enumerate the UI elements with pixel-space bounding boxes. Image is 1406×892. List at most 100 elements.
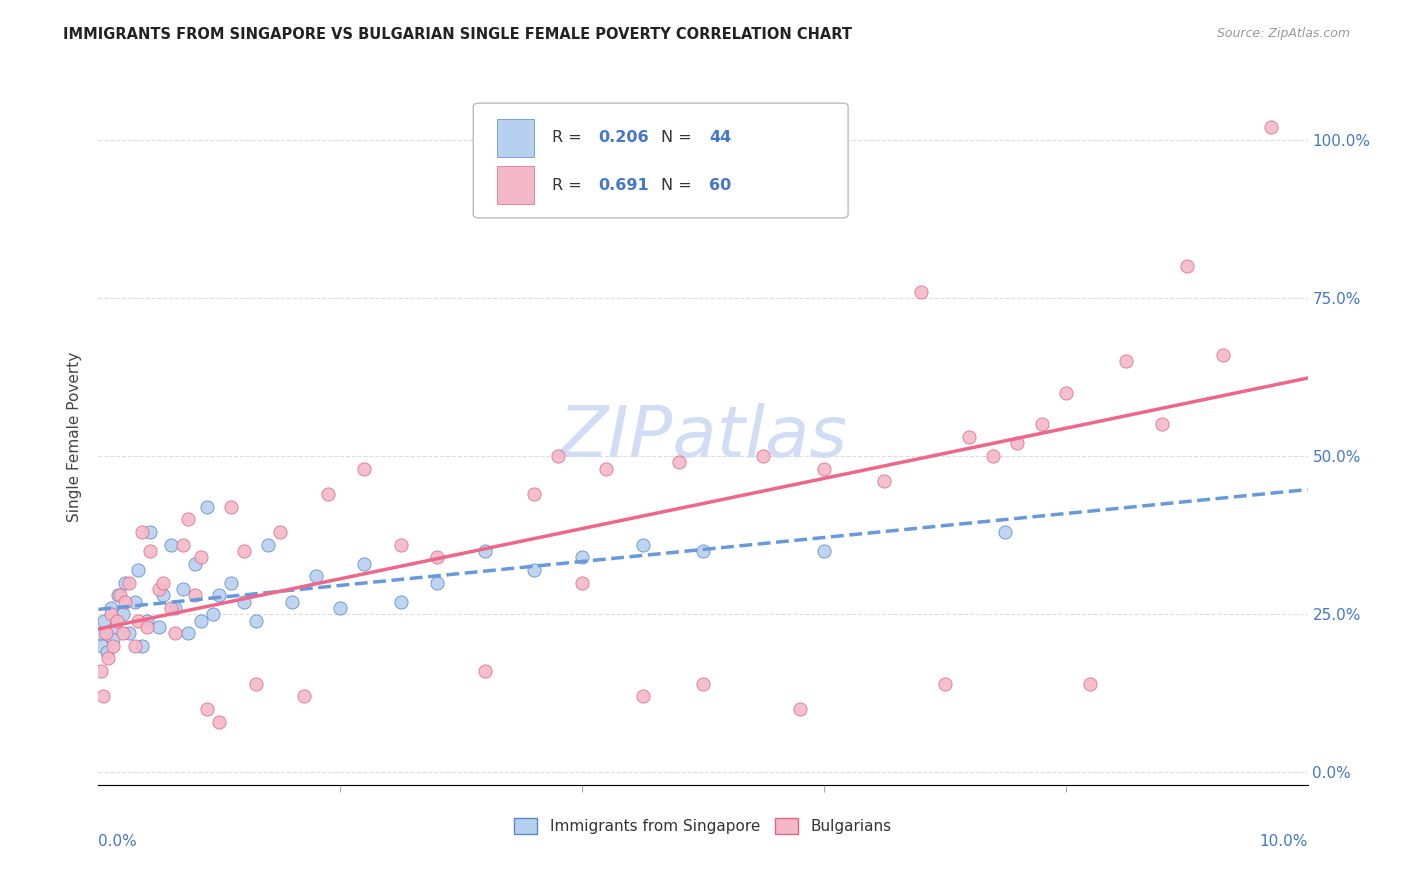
Point	[1152, 417, 1174, 432]
Point	[91, 690, 114, 704]
Point	[131, 639, 153, 653]
Legend: Immigrants from Singapore, Bulgarians: Immigrants from Singapore, Bulgarians	[509, 812, 897, 840]
Point	[190, 550, 212, 565]
Text: Source: ZipAtlas.com: Source: ZipAtlas.com	[1216, 27, 1350, 40]
Point	[426, 550, 449, 565]
Point	[148, 620, 170, 634]
Point	[148, 582, 170, 596]
Point	[292, 690, 315, 704]
Point	[202, 607, 225, 622]
Point	[692, 544, 714, 558]
Point	[114, 594, 136, 608]
Point	[111, 607, 134, 622]
Point	[245, 677, 267, 691]
Point	[353, 461, 375, 475]
Point	[668, 455, 690, 469]
Point	[547, 449, 569, 463]
Point	[135, 614, 157, 628]
Point	[1115, 354, 1137, 368]
Point	[90, 664, 112, 678]
Point	[172, 582, 194, 596]
FancyBboxPatch shape	[474, 103, 848, 218]
Point	[305, 569, 328, 583]
Point	[316, 487, 339, 501]
Text: IMMIGRANTS FROM SINGAPORE VS BULGARIAN SINGLE FEMALE POVERTY CORRELATION CHART: IMMIGRANTS FROM SINGAPORE VS BULGARIAN S…	[63, 27, 852, 42]
Text: 44: 44	[709, 130, 731, 145]
Point	[96, 645, 118, 659]
Point	[523, 487, 546, 501]
Point	[789, 702, 811, 716]
Point	[160, 538, 183, 552]
Bar	[498, 166, 534, 204]
Point	[1175, 260, 1198, 274]
Point	[139, 524, 162, 539]
Point	[124, 594, 146, 608]
Point	[118, 575, 141, 590]
Point	[101, 632, 124, 647]
Point	[221, 500, 243, 514]
Point	[353, 557, 375, 571]
Point	[329, 600, 352, 615]
Text: 0.691: 0.691	[598, 178, 648, 193]
Point	[190, 614, 212, 628]
Point	[100, 600, 122, 615]
Text: ZIPatlas: ZIPatlas	[558, 402, 848, 472]
Point	[389, 594, 412, 608]
Point	[135, 620, 157, 634]
Point	[105, 614, 128, 628]
Point	[752, 449, 775, 463]
Point	[208, 714, 231, 729]
Text: N =: N =	[661, 130, 696, 145]
Point	[163, 600, 186, 615]
Point	[152, 588, 174, 602]
Point	[172, 538, 194, 552]
Point	[104, 620, 127, 634]
Point	[692, 677, 714, 691]
Point	[1054, 385, 1077, 400]
Point	[131, 524, 153, 539]
Point	[124, 639, 146, 653]
Point	[184, 557, 207, 571]
Point	[107, 588, 129, 602]
Point	[111, 626, 134, 640]
Point	[114, 575, 136, 590]
Point	[177, 512, 200, 526]
Point	[1212, 348, 1234, 362]
Point	[160, 600, 183, 615]
Point	[91, 639, 114, 653]
Point	[208, 588, 231, 602]
Point	[232, 594, 254, 608]
Text: N =: N =	[661, 178, 696, 193]
Point	[256, 538, 278, 552]
Point	[994, 524, 1017, 539]
Point	[474, 544, 496, 558]
Bar	[498, 119, 534, 157]
Text: R =: R =	[551, 130, 586, 145]
Point	[195, 500, 218, 514]
Point	[269, 524, 291, 539]
Point	[163, 626, 186, 640]
Point	[127, 563, 149, 577]
Y-axis label: Single Female Poverty: Single Female Poverty	[67, 352, 83, 522]
Point	[873, 475, 896, 489]
Point	[101, 639, 124, 653]
Point	[474, 664, 496, 678]
Point	[139, 544, 162, 558]
Point	[813, 461, 835, 475]
Point	[595, 461, 617, 475]
Point	[94, 626, 117, 640]
Point	[957, 430, 980, 444]
Point	[232, 544, 254, 558]
Text: 0.0%: 0.0%	[98, 834, 138, 848]
Point	[910, 285, 932, 299]
Point	[1031, 417, 1053, 432]
Text: 0.206: 0.206	[598, 130, 648, 145]
Point	[90, 626, 112, 640]
Point	[177, 626, 200, 640]
Point	[127, 614, 149, 628]
Point	[245, 614, 267, 628]
Point	[221, 575, 243, 590]
Point	[981, 449, 1004, 463]
Point	[571, 550, 593, 565]
Text: R =: R =	[551, 178, 586, 193]
